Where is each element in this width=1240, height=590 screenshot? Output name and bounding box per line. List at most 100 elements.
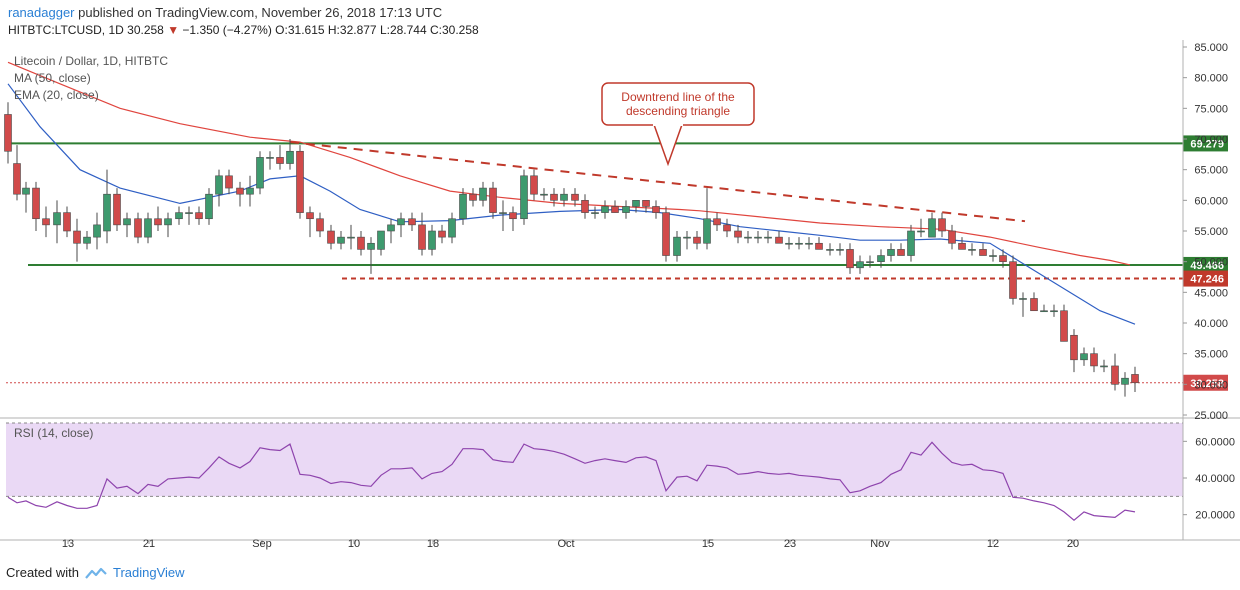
candle-body	[856, 261, 864, 269]
time-tick-label: 23	[784, 538, 796, 550]
price-label-box	[1183, 135, 1228, 152]
price-label-box	[1183, 374, 1228, 391]
candle-body	[337, 236, 345, 244]
rsi-legend: RSI (14, close)	[14, 426, 94, 440]
time-tick-label: 13	[62, 538, 74, 550]
candle-body	[286, 150, 294, 164]
candle-body	[1100, 365, 1108, 368]
candle-body	[530, 175, 538, 195]
annotation-cover	[653, 122, 683, 126]
candle-body	[134, 218, 142, 238]
candle-body	[683, 236, 691, 239]
candle-body	[93, 224, 101, 238]
candle-body	[744, 236, 752, 239]
publish-details: published on TradingView.com, November 2…	[74, 5, 443, 20]
candle-body	[1131, 374, 1139, 384]
open-value: O:31.615	[275, 23, 325, 37]
price-label-text: 49.466	[1190, 260, 1224, 272]
price-tick-label: 25.000	[1194, 410, 1228, 422]
candle-body	[32, 187, 40, 220]
time-tick-label: 21	[143, 538, 155, 550]
candle-body	[520, 175, 528, 220]
candle-body	[1030, 298, 1038, 312]
candle-body	[785, 242, 793, 245]
price-chart[interactable]: 69.279 49.466 47.246 30.258 85.000 80.000 75.…	[0, 40, 1240, 555]
candle-body	[1070, 334, 1078, 361]
candle-body	[397, 218, 405, 226]
candle-body	[63, 212, 71, 232]
candle-body	[205, 193, 213, 220]
time-tick-label: 18	[427, 538, 439, 550]
publish-header: ranadagger published on TradingView.com,…	[0, 0, 1240, 44]
candle-body	[1080, 353, 1088, 361]
candle-body	[1090, 353, 1098, 367]
candle-body	[560, 193, 568, 201]
candle-body	[601, 206, 609, 213]
candle-body	[1121, 377, 1129, 385]
candle-body	[907, 230, 915, 256]
annotation-callout: Downtrend line of the descending triangl…	[601, 82, 755, 167]
candle-body	[581, 200, 589, 213]
candle-body	[123, 218, 131, 226]
price-tick-label: 85.000	[1194, 42, 1228, 54]
candle-body	[22, 187, 30, 195]
time-tick-label: 15	[702, 538, 714, 550]
candle-body	[948, 230, 956, 244]
candle-body	[764, 236, 772, 239]
tradingview-link[interactable]: TradingView	[112, 565, 185, 580]
candle-body	[1111, 365, 1119, 385]
ohlc-bar: HITBTC:LTCUSD, 1D 30.258 ▼ −1.350 (−4.27…	[8, 23, 479, 37]
candle-body	[276, 157, 284, 164]
candle-body	[438, 230, 446, 238]
close-value: C:30.258	[430, 23, 479, 37]
candle-body	[225, 175, 233, 189]
candle-body	[968, 249, 976, 251]
publish-info: ranadagger published on TradingView.com,…	[8, 5, 442, 20]
candle-body	[642, 200, 650, 207]
candle-body	[103, 193, 111, 232]
candle-body	[509, 212, 517, 220]
chart-area[interactable]: 69.279 49.466 47.246 30.258 85.000 80.000 75.…	[0, 40, 1240, 560]
price-tick-label: 75.000	[1194, 103, 1228, 115]
author-link[interactable]: ranadagger	[8, 5, 75, 20]
candle-body	[989, 255, 997, 257]
time-tick-label: Oct	[557, 538, 574, 550]
price-tick-label: 55.000	[1194, 226, 1228, 238]
created-with-label: Created with	[6, 565, 79, 580]
candle-body	[367, 242, 375, 250]
candle-body	[662, 212, 670, 256]
price-label-box	[1183, 270, 1228, 287]
candle-body	[316, 218, 324, 232]
candle-body	[83, 236, 91, 244]
candle-body	[815, 242, 823, 250]
price-tick-label: 60.000	[1194, 195, 1228, 207]
candle-body	[795, 242, 803, 245]
candle-body	[958, 242, 966, 250]
candle-body	[215, 175, 223, 195]
time-tick-label: 12	[987, 538, 999, 550]
candle-body	[164, 218, 172, 226]
candle-body	[408, 218, 416, 226]
candle-body	[693, 236, 701, 244]
candle-body	[73, 230, 81, 244]
candle-body	[540, 193, 548, 196]
down-arrow-icon: ▼	[167, 23, 180, 37]
symbol-label: HITBTC:LTCUSD, 1D	[8, 23, 124, 37]
candle-body	[236, 187, 244, 195]
candle-body	[489, 187, 497, 213]
candle-body	[296, 150, 304, 213]
candle-body	[418, 224, 426, 250]
candle-body	[897, 249, 905, 256]
high-value: H:32.877	[327, 23, 377, 37]
rsi-line	[7, 441, 1136, 521]
price-tick-label: 70.000	[1194, 134, 1228, 146]
candle-body	[632, 200, 640, 207]
candle-body	[144, 218, 152, 238]
price-label-text: 69.279	[1190, 138, 1224, 150]
candle-body	[1040, 310, 1048, 313]
chart-title: Litecoin / Dollar, 1D, HITBTC	[14, 54, 169, 68]
candle-body	[306, 212, 314, 220]
candle-body	[938, 218, 946, 232]
candle-body	[846, 249, 854, 269]
candle-body	[805, 242, 813, 245]
